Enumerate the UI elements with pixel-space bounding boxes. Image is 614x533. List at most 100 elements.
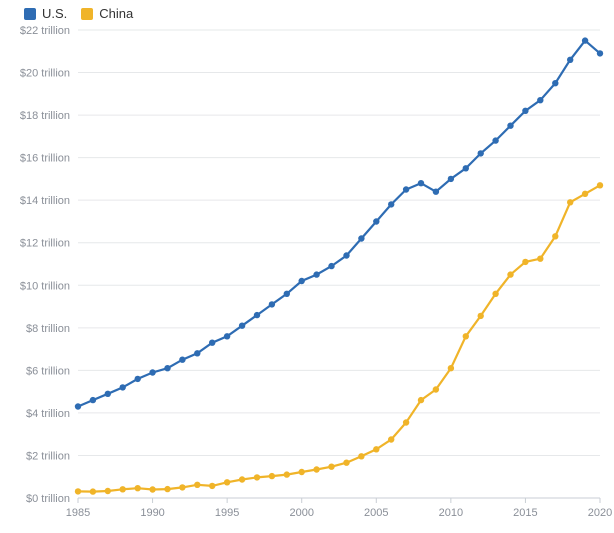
series-marker xyxy=(105,488,111,494)
series-marker xyxy=(448,365,454,371)
series-marker xyxy=(418,180,424,186)
y-tick-label: $4 trillion xyxy=(26,408,70,420)
series-marker xyxy=(194,482,200,488)
series-marker xyxy=(90,488,96,494)
series-marker xyxy=(403,419,409,425)
series-marker xyxy=(224,479,230,485)
series-marker xyxy=(537,256,543,262)
series-marker xyxy=(313,271,319,277)
series-marker xyxy=(75,488,81,494)
series-marker xyxy=(373,446,379,452)
series-marker xyxy=(90,397,96,403)
series-marker xyxy=(463,165,469,171)
series-marker xyxy=(328,263,334,269)
legend-label-china: China xyxy=(99,6,133,21)
series-marker xyxy=(552,233,558,239)
series-marker xyxy=(254,474,260,480)
series-marker xyxy=(224,333,230,339)
series-line-china xyxy=(78,185,600,491)
series-marker xyxy=(179,357,185,363)
x-tick-label: 2010 xyxy=(439,507,463,519)
series-line-us xyxy=(78,41,600,407)
series-marker xyxy=(373,218,379,224)
series-marker xyxy=(209,483,215,489)
series-marker xyxy=(75,403,81,409)
series-marker xyxy=(463,333,469,339)
y-tick-label: $10 trillion xyxy=(20,280,70,292)
x-tick-label: 1990 xyxy=(140,507,164,519)
x-tick-label: 2015 xyxy=(513,507,537,519)
series-marker xyxy=(254,312,260,318)
series-marker xyxy=(597,182,603,188)
y-tick-label: $12 trillion xyxy=(20,238,70,250)
series-marker xyxy=(135,485,141,491)
series-marker xyxy=(135,376,141,382)
series-marker xyxy=(284,291,290,297)
series-marker xyxy=(492,137,498,143)
y-tick-label: $18 trillion xyxy=(20,110,70,122)
series-marker xyxy=(179,484,185,490)
series-marker xyxy=(120,486,126,492)
series-marker xyxy=(239,476,245,482)
chart-legend: U.S. China xyxy=(24,6,133,21)
legend-item-us: U.S. xyxy=(24,6,67,21)
series-marker xyxy=(194,350,200,356)
gdp-line-chart: U.S. China $0 trillion $2 trillion $4 tril… xyxy=(0,0,614,533)
y-tick-label: $16 trillion xyxy=(20,153,70,165)
legend-label-us: U.S. xyxy=(42,6,67,21)
series-marker xyxy=(120,384,126,390)
series-marker xyxy=(358,453,364,459)
x-tick-label: 2000 xyxy=(289,507,313,519)
series-marker xyxy=(343,460,349,466)
y-tick-label: $14 trillion xyxy=(20,195,70,207)
x-tick-label: 2005 xyxy=(364,507,388,519)
series-marker xyxy=(269,301,275,307)
y-tick-label: $2 trillion xyxy=(26,450,70,462)
legend-swatch-us xyxy=(24,8,36,20)
y-tick-label: $20 trillion xyxy=(20,68,70,80)
series-marker xyxy=(433,189,439,195)
series-marker xyxy=(567,199,573,205)
series-marker xyxy=(388,201,394,207)
series-marker xyxy=(358,235,364,241)
series-marker xyxy=(284,471,290,477)
series-marker xyxy=(313,466,319,472)
series-marker xyxy=(582,191,588,197)
series-marker xyxy=(299,469,305,475)
series-marker xyxy=(149,486,155,492)
series-marker xyxy=(149,369,155,375)
series-marker xyxy=(537,97,543,103)
series-marker xyxy=(269,473,275,479)
series-marker xyxy=(492,291,498,297)
series-marker xyxy=(582,37,588,43)
legend-swatch-china xyxy=(81,8,93,20)
series-marker xyxy=(418,397,424,403)
series-marker xyxy=(164,486,170,492)
series-marker xyxy=(478,150,484,156)
series-marker xyxy=(433,386,439,392)
series-marker xyxy=(164,365,170,371)
series-marker xyxy=(552,80,558,86)
series-marker xyxy=(478,313,484,319)
series-marker xyxy=(522,259,528,265)
chart-canvas: $0 trillion $2 trillion $4 trillion $6 tril… xyxy=(0,0,614,533)
series-marker xyxy=(343,252,349,258)
series-marker xyxy=(567,57,573,63)
y-tick-label: $8 trillion xyxy=(26,323,70,335)
series-marker xyxy=(299,278,305,284)
legend-item-china: China xyxy=(81,6,133,21)
series-marker xyxy=(507,123,513,129)
series-marker xyxy=(448,176,454,182)
series-marker xyxy=(328,464,334,470)
x-tick-label: 1995 xyxy=(215,507,239,519)
y-tick-label: $6 trillion xyxy=(26,365,70,377)
series-marker xyxy=(507,271,513,277)
x-tick-label: 1985 xyxy=(66,507,90,519)
series-marker xyxy=(209,340,215,346)
series-marker xyxy=(239,323,245,329)
y-tick-label: $0 trillion xyxy=(26,493,70,505)
series-marker xyxy=(597,50,603,56)
series-marker xyxy=(403,186,409,192)
y-tick-label: $22 trillion xyxy=(20,25,70,37)
series-marker xyxy=(105,391,111,397)
